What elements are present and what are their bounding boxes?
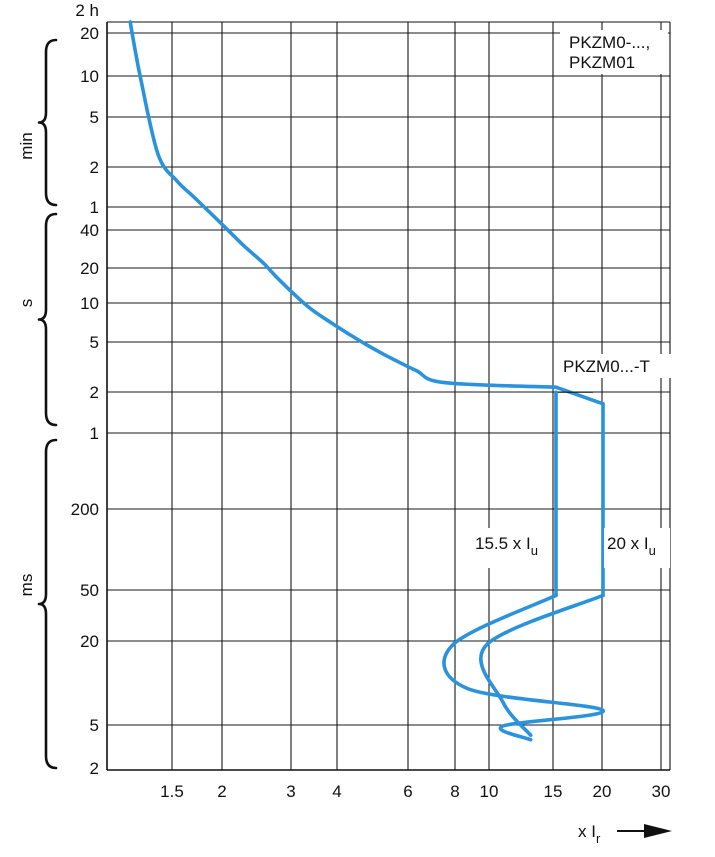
plot-frame (106, 21, 671, 771)
y-tick-label: 1 (90, 424, 99, 443)
connector-segment (554, 385, 605, 406)
trip-a-label-sub: u (531, 543, 538, 558)
y-tick-label: 2 (90, 759, 99, 778)
y-tick-label: 2 (90, 158, 99, 177)
y-group-label-s: s (17, 299, 36, 308)
trip-a-label-main: 15.5 x I (475, 534, 531, 553)
model-t-label-bg (561, 354, 673, 378)
x-tick-label: 15 (544, 782, 563, 801)
x-tick-label: 3 (286, 782, 295, 801)
y-group-braces (37, 38, 58, 770)
brace-s (37, 212, 58, 427)
model-label-line1: PKZM0-..., (569, 33, 650, 52)
x-tick-label: 1.5 (160, 782, 184, 801)
y-tick-label: 20 (80, 259, 99, 278)
y-tick-labels: 2 h 20 10 5 2 1 40 20 10 5 2 1 200 50 20 5 2 (71, 1, 99, 778)
y-tick-label: 5 (90, 716, 99, 735)
y-tick-label: 5 (90, 108, 99, 127)
y-tick-label: 20 (80, 24, 99, 43)
x-axis-label-main: x I (578, 822, 596, 841)
trip-b-label-sub: u (649, 543, 656, 558)
y-tick-label: 10 (80, 67, 99, 86)
x-axis-label: x Ir (578, 822, 601, 846)
x-tick-label: 8 (450, 782, 459, 801)
tail-15-5 (442, 593, 605, 742)
y-tick-label: 200 (71, 500, 99, 519)
x-axis-label-sub: r (596, 831, 601, 846)
trip-a-label: 15.5 x Iu (475, 534, 538, 558)
model-t-label: PKZM0...-T (563, 357, 650, 376)
tail-20 (479, 593, 605, 737)
x-tick-labels: 1.5 2 3 4 6 8 10 15 20 30 (160, 782, 670, 801)
y-tick-label: 50 (80, 581, 99, 600)
trip-curves (128, 20, 605, 742)
overload-trip-curve (128, 20, 558, 389)
x-axis-arrow-icon (617, 824, 672, 838)
x-tick-label: 10 (480, 782, 499, 801)
trip-b-label-main: 20 x I (607, 534, 649, 553)
y-group-label-min: min (17, 132, 36, 159)
y-tick-label: 2 (90, 383, 99, 402)
grid-lines (107, 22, 670, 770)
y-group-label-ms: ms (17, 574, 36, 597)
y-tick-label: 20 (80, 632, 99, 651)
trip-a-label-bg (472, 528, 552, 568)
y-tick-label: 40 (80, 221, 99, 240)
y-tick-label: 2 h (75, 1, 99, 20)
y-tick-label: 10 (80, 294, 99, 313)
y-tick-label: 5 (90, 333, 99, 352)
trip-b-label-bg (604, 528, 670, 568)
trip-b-label: 20 x Iu (607, 534, 656, 558)
x-tick-label: 30 (652, 782, 671, 801)
x-tick-label: 4 (332, 782, 341, 801)
model-label-line2: PKZM01 (569, 53, 635, 72)
brace-ms (37, 438, 58, 770)
y-tick-label: 1 (90, 198, 99, 217)
brace-min (37, 38, 58, 207)
x-tick-label: 20 (593, 782, 612, 801)
model-label-bg (560, 30, 668, 74)
x-tick-label: 6 (403, 782, 412, 801)
x-tick-label: 2 (217, 782, 226, 801)
